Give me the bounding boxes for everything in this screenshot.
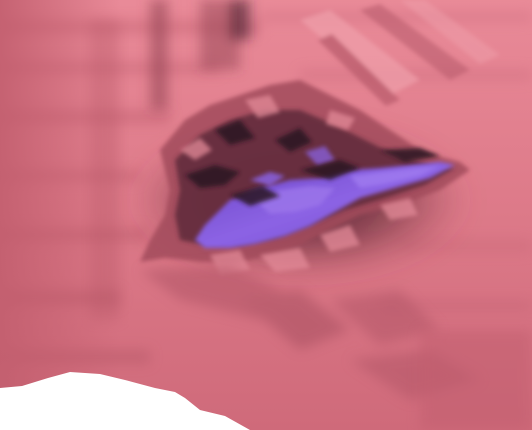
diagonal-ridges (300, 0, 500, 106)
crevices (185, 120, 440, 206)
rim-highlights (180, 95, 418, 275)
purple-cavity (195, 146, 455, 248)
upper-shadows (150, 0, 250, 110)
void-region (0, 372, 250, 430)
